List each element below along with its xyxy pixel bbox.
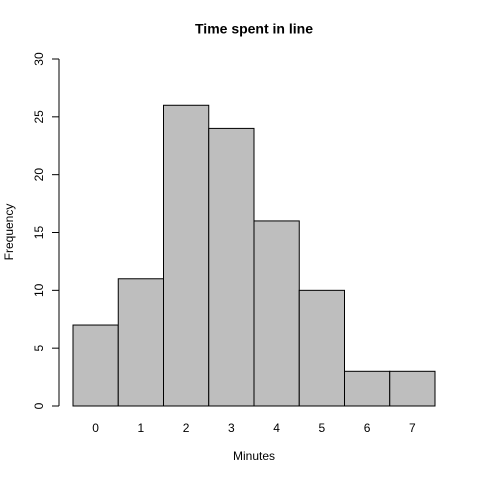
y-tick-label: 0: [32, 402, 46, 409]
y-tick-label: 25: [32, 110, 46, 124]
x-tick-label: 5: [319, 421, 326, 435]
x-tick-label: 0: [92, 421, 99, 435]
x-tick-label: 3: [228, 421, 235, 435]
bar: [389, 370, 436, 407]
bar: [298, 289, 345, 407]
bar: [344, 370, 391, 407]
x-tick-label: 7: [409, 421, 416, 435]
bar: [72, 324, 119, 407]
x-tick-label: 1: [138, 421, 145, 435]
bar: [208, 127, 255, 407]
chart-title: Time spent in line: [195, 21, 313, 37]
y-tick-label: 30: [32, 52, 46, 66]
y-tick-label: 20: [32, 168, 46, 182]
x-tick-label: 2: [183, 421, 190, 435]
bar: [253, 220, 300, 407]
y-tick-label: 10: [32, 283, 46, 297]
bar: [117, 278, 164, 407]
x-tick-label: 4: [273, 421, 280, 435]
y-tick-label: 5: [32, 345, 46, 352]
x-axis-label: Minutes: [233, 449, 275, 463]
y-axis-label: Frequency: [2, 204, 16, 261]
y-tick-label: 15: [32, 226, 46, 240]
bar: [163, 104, 210, 407]
x-tick-label: 6: [364, 421, 371, 435]
